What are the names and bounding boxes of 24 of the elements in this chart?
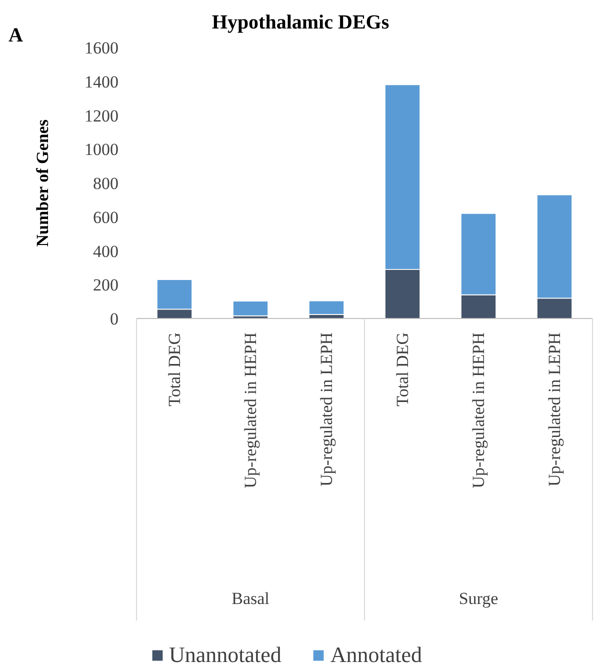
x-tick-label: Total DEG <box>165 332 184 406</box>
y-tick-label: 1200 <box>84 106 118 126</box>
y-axis-title: Number of Genes <box>33 119 52 247</box>
x-tick-label: Up-regulated in LEPH <box>317 332 336 486</box>
bar <box>308 300 344 315</box>
legend-label: Annotated <box>330 642 422 668</box>
x-tick-label: Up-regulated in HEPH <box>469 332 488 488</box>
text: A <box>8 24 24 46</box>
bar <box>232 300 268 316</box>
y-tick-label: 600 <box>93 208 118 227</box>
y-tick-label: 0 <box>110 310 118 328</box>
y-tick-label: 800 <box>93 174 118 193</box>
y-tick-label: 1600 <box>84 38 118 58</box>
chart-title: Hypothalamic DEGs <box>212 12 390 34</box>
text: Surge <box>458 589 498 608</box>
x-tick-label: Up-regulated in HEPH <box>241 332 260 488</box>
x-tick-label: Up-regulated in LEPH <box>545 332 564 486</box>
y-tick-label: 1000 <box>84 140 118 160</box>
y-tick-label: 200 <box>93 276 118 295</box>
legend-label: Unannotated <box>169 642 282 668</box>
text: Basal <box>232 589 270 608</box>
x-tick-label: Total DEG <box>393 332 412 406</box>
y-tick-label: 400 <box>93 242 118 261</box>
y-tick-label: 1400 <box>84 72 118 92</box>
